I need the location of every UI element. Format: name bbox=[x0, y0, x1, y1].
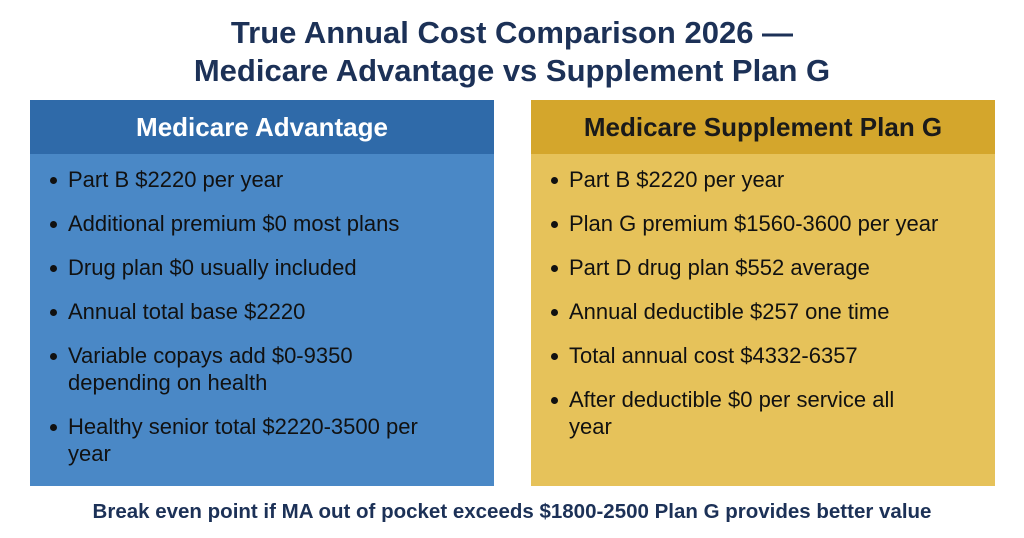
list-item: Annual total base $2220 bbox=[48, 298, 484, 325]
list-item: Part B $2220 per year bbox=[549, 166, 985, 193]
list-item: Additional premium $0 most plans bbox=[48, 210, 484, 237]
list-item: Part B $2220 per year bbox=[48, 166, 484, 193]
medicare-supplement-list: Part B $2220 per year Plan G premium $15… bbox=[531, 154, 995, 440]
list-item: Plan G premium $1560-3600 per year bbox=[549, 210, 985, 237]
page-title: True Annual Cost Comparison 2026 — Medic… bbox=[0, 14, 1024, 90]
list-item: Drug plan $0 usually included bbox=[48, 254, 484, 281]
break-even-note: Break even point if MA out of pocket exc… bbox=[92, 500, 932, 523]
medicare-advantage-list: Part B $2220 per year Additional premium… bbox=[30, 154, 494, 467]
title-line-2: Medicare Advantage vs Supplement Plan G bbox=[193, 53, 831, 88]
list-item: Part D drug plan $552 average bbox=[549, 254, 985, 281]
list-item: Healthy senior total $2220-3500 per year bbox=[48, 413, 438, 467]
medicare-supplement-panel: Medicare Supplement Plan G Part B $2220 … bbox=[531, 100, 995, 486]
medicare-advantage-panel: Medicare Advantage Part B $2220 per year… bbox=[30, 100, 494, 486]
list-item: Variable copays add $0-9350 depending on… bbox=[48, 342, 423, 396]
list-item: Total annual cost $4332-6357 bbox=[549, 342, 985, 369]
list-item: Annual deductible $257 one time bbox=[549, 298, 985, 325]
title-line-1: True Annual Cost Comparison 2026 — bbox=[230, 15, 794, 50]
medicare-advantage-header: Medicare Advantage bbox=[30, 100, 494, 154]
list-item: After deductible $0 per service all year bbox=[549, 386, 929, 440]
medicare-supplement-header: Medicare Supplement Plan G bbox=[531, 100, 995, 154]
